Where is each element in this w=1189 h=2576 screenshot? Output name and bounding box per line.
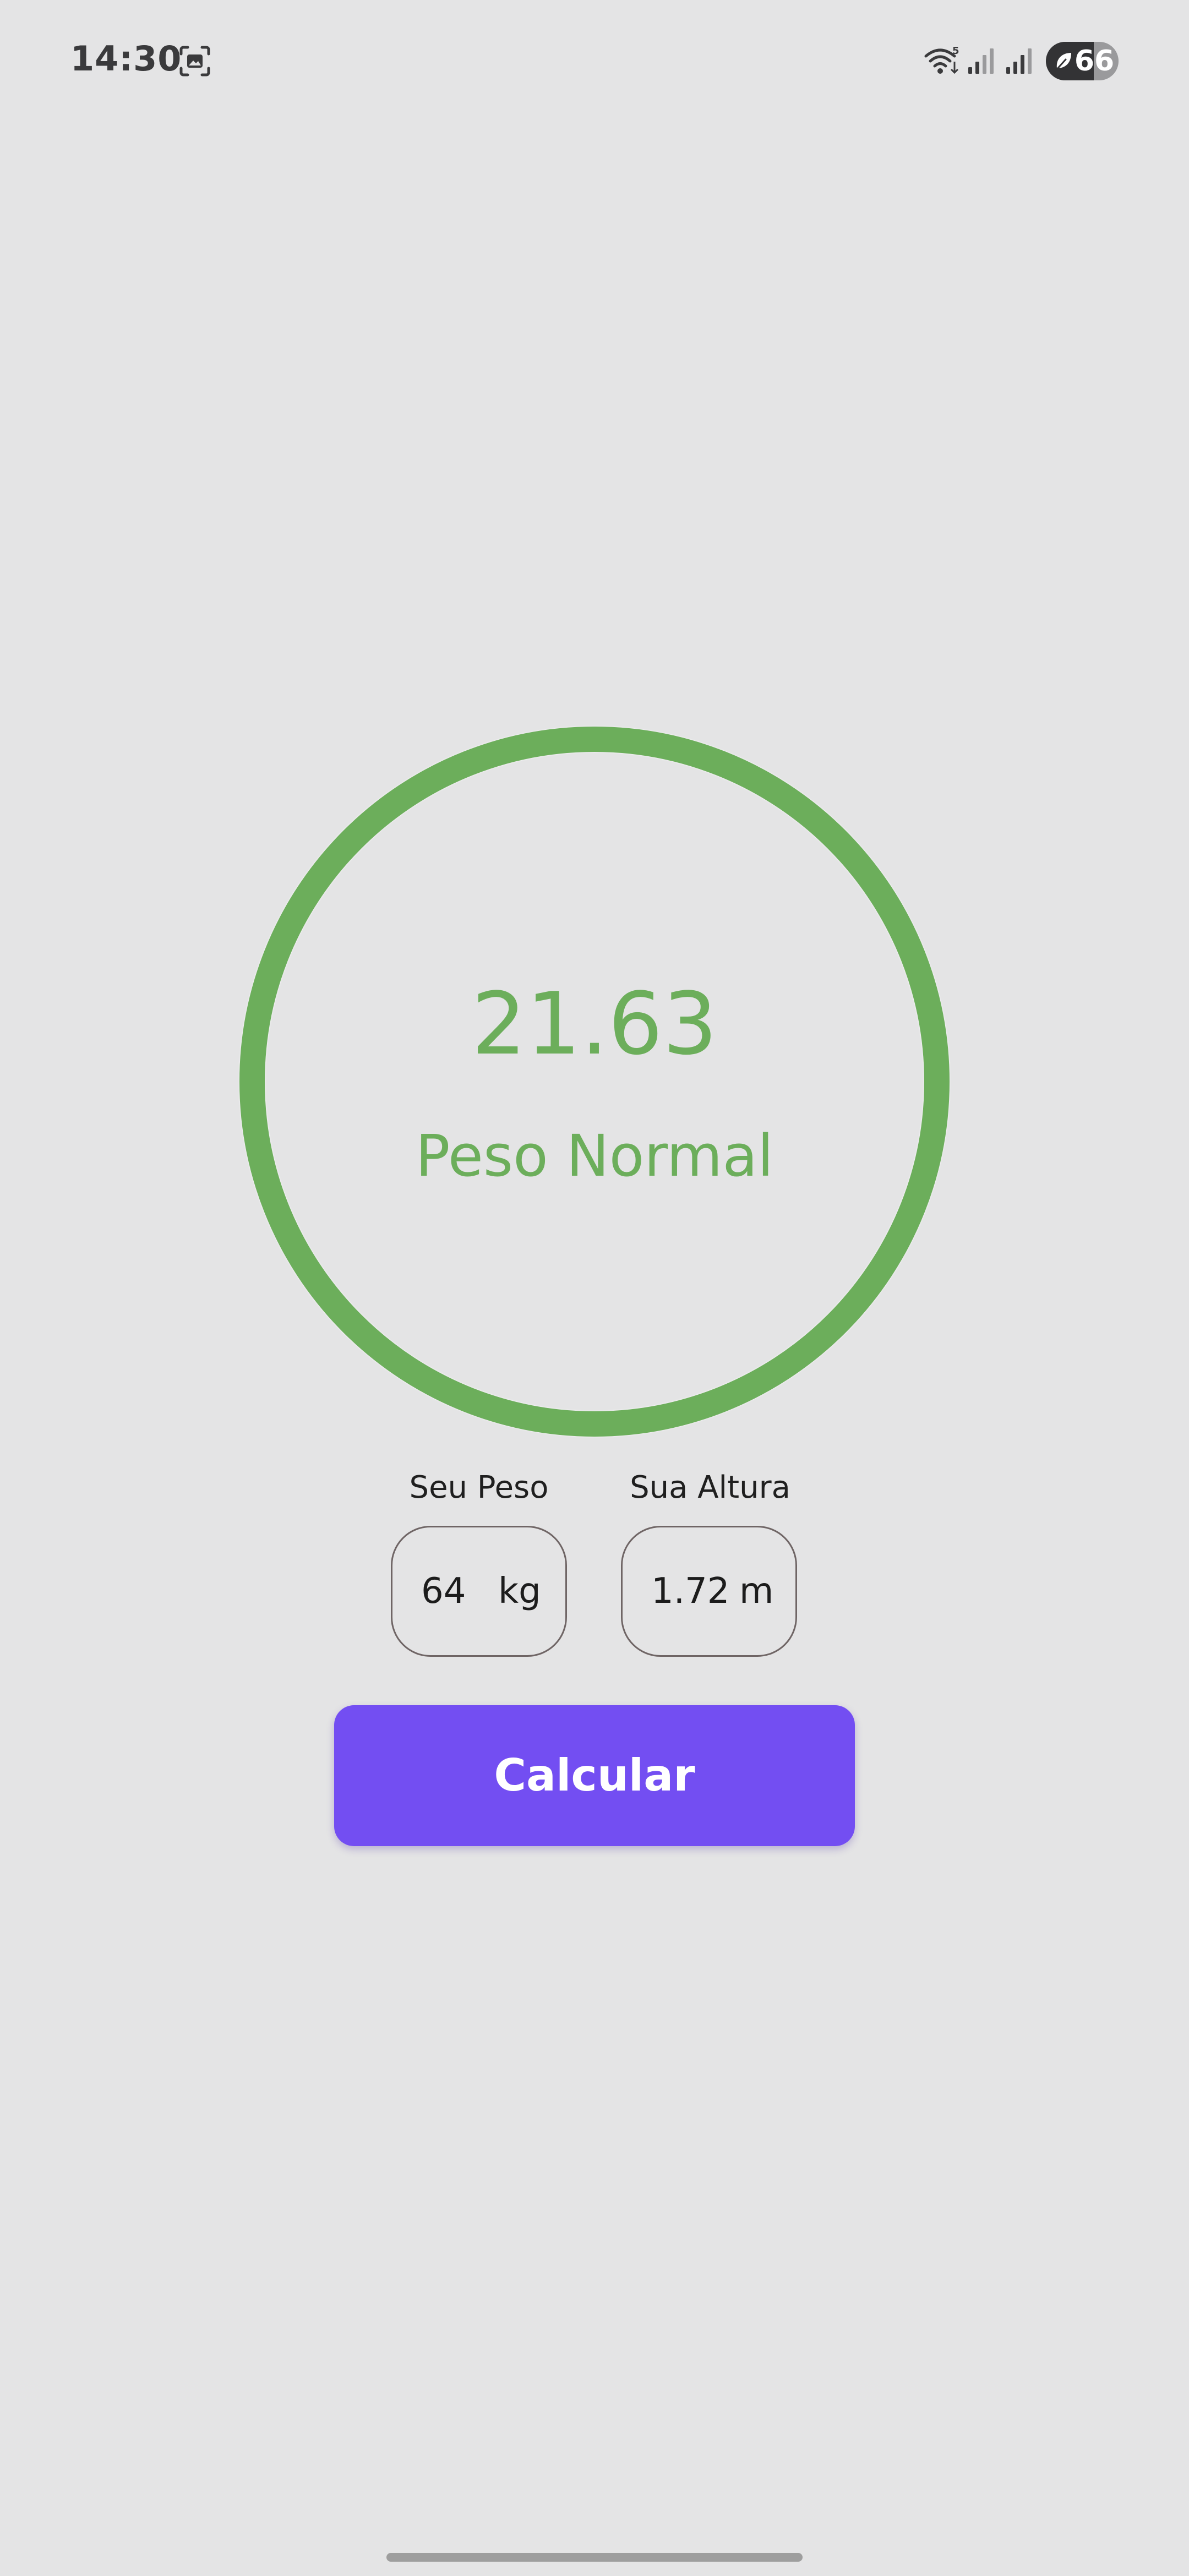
height-unit: m [739, 1571, 774, 1612]
bmi-result-ring [239, 727, 950, 1437]
height-label: Sua Altura [630, 1470, 790, 1505]
battery-fill [1046, 42, 1094, 80]
height-input[interactable]: 1.72 m [621, 1526, 797, 1657]
bmi-category: Peso Normal [415, 1122, 774, 1189]
bmi-value: 21.63 [471, 974, 718, 1074]
signal-icon [968, 48, 994, 74]
status-bar: 14:30 5 66 [0, 0, 1189, 121]
weight-value: 64 [421, 1571, 466, 1612]
status-time: 14:30 [70, 39, 182, 79]
home-indicator[interactable] [386, 2553, 803, 2562]
wifi-icon: 5 [924, 45, 959, 74]
weight-unit: kg [498, 1571, 541, 1612]
battery-level: 66 [1074, 45, 1115, 78]
battery-saver-leaf-icon [1055, 53, 1071, 72]
screenshot-icon [179, 46, 210, 77]
weight-input[interactable]: 64 kg [391, 1526, 567, 1657]
signal-icon [1006, 48, 1032, 74]
height-value: 1.72 [651, 1571, 730, 1612]
battery-indicator: 66 [1046, 42, 1119, 80]
calculate-button[interactable]: Calcular [334, 1705, 855, 1846]
svg-text:5: 5 [952, 45, 959, 57]
weight-label: Seu Peso [409, 1470, 549, 1505]
